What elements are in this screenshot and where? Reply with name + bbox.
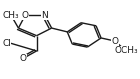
Text: OCH₃: OCH₃ <box>114 46 138 55</box>
Text: O: O <box>19 54 26 63</box>
Text: CH₃: CH₃ <box>3 11 19 20</box>
Text: O: O <box>111 36 118 46</box>
Text: N: N <box>41 11 48 20</box>
Text: O: O <box>22 11 29 20</box>
Text: Cl: Cl <box>2 39 11 48</box>
